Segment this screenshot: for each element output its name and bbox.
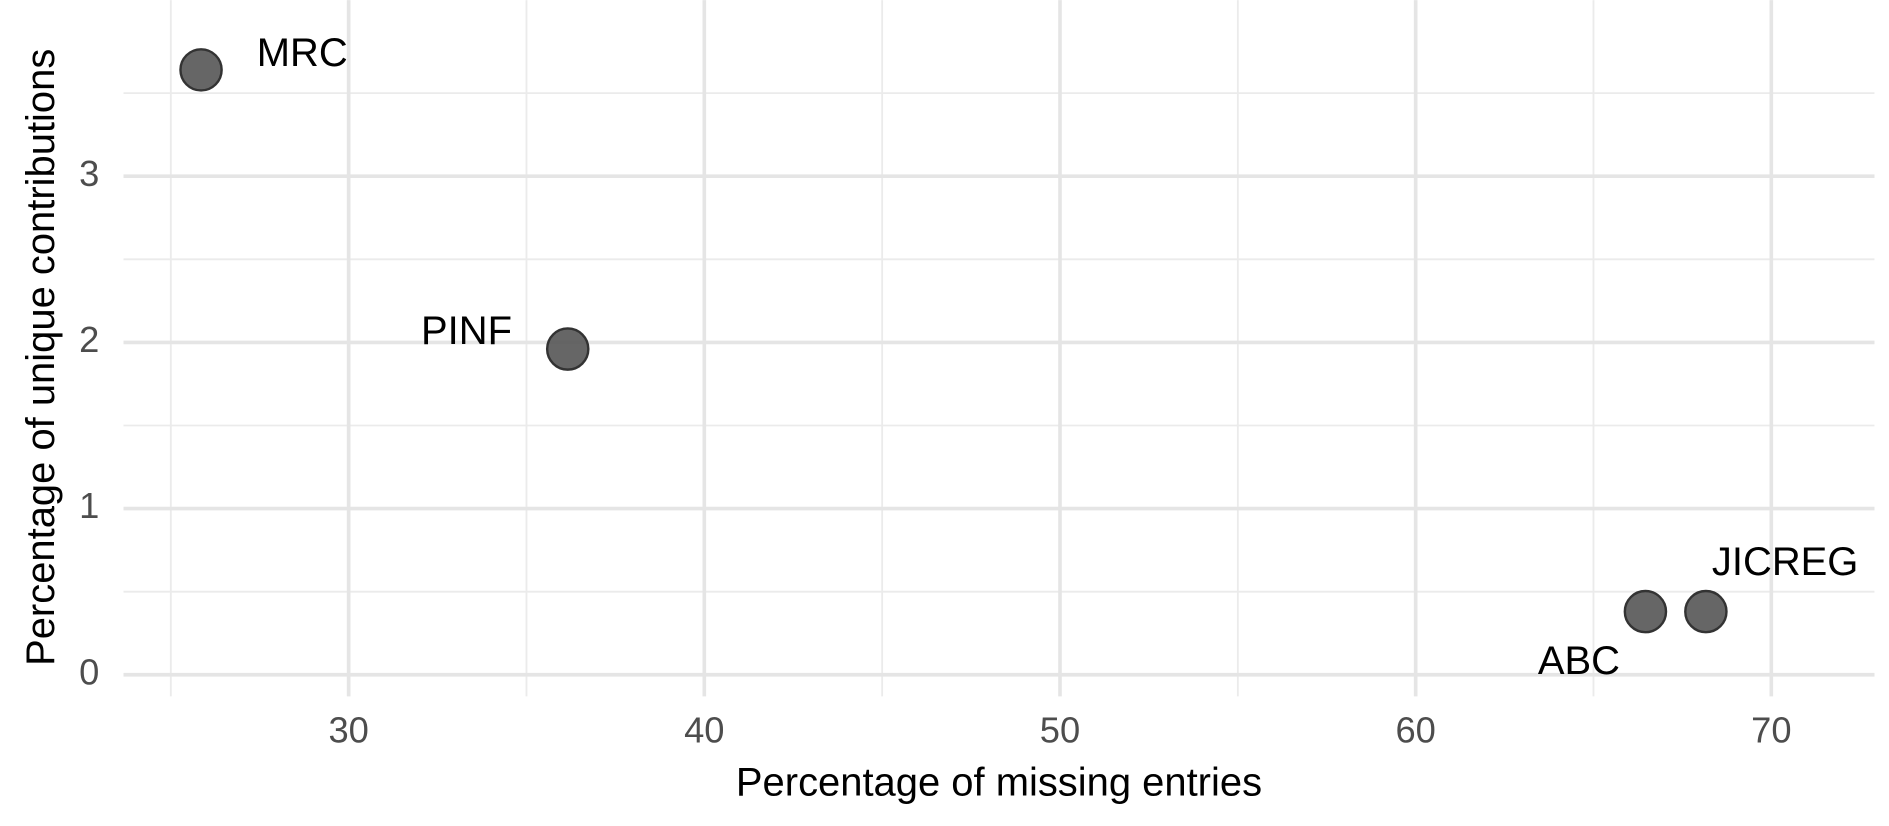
y-tick-label: 1 <box>79 485 99 526</box>
point-label: ABC <box>1538 639 1620 683</box>
x-tick-label: 50 <box>1040 709 1080 750</box>
point-label: MRC <box>257 31 348 75</box>
y-tick-label: 3 <box>79 153 99 194</box>
y-tick-label: 0 <box>79 651 99 692</box>
point <box>545 327 590 371</box>
y-axis-title: Percentage of unique contributions <box>19 49 63 666</box>
x-tick-label: 30 <box>328 709 368 750</box>
x-axis-title: Percentage of missing entries <box>736 760 1262 804</box>
x-tick-label: 60 <box>1395 709 1435 750</box>
point <box>1684 589 1728 634</box>
point <box>1623 589 1668 634</box>
point-label: PINF <box>421 309 512 353</box>
point-label: JICREG <box>1712 540 1858 584</box>
x-tick-label: 70 <box>1751 709 1791 750</box>
x-tick-label: 40 <box>684 709 724 750</box>
y-tick-label: 2 <box>79 319 99 360</box>
point <box>179 48 223 92</box>
